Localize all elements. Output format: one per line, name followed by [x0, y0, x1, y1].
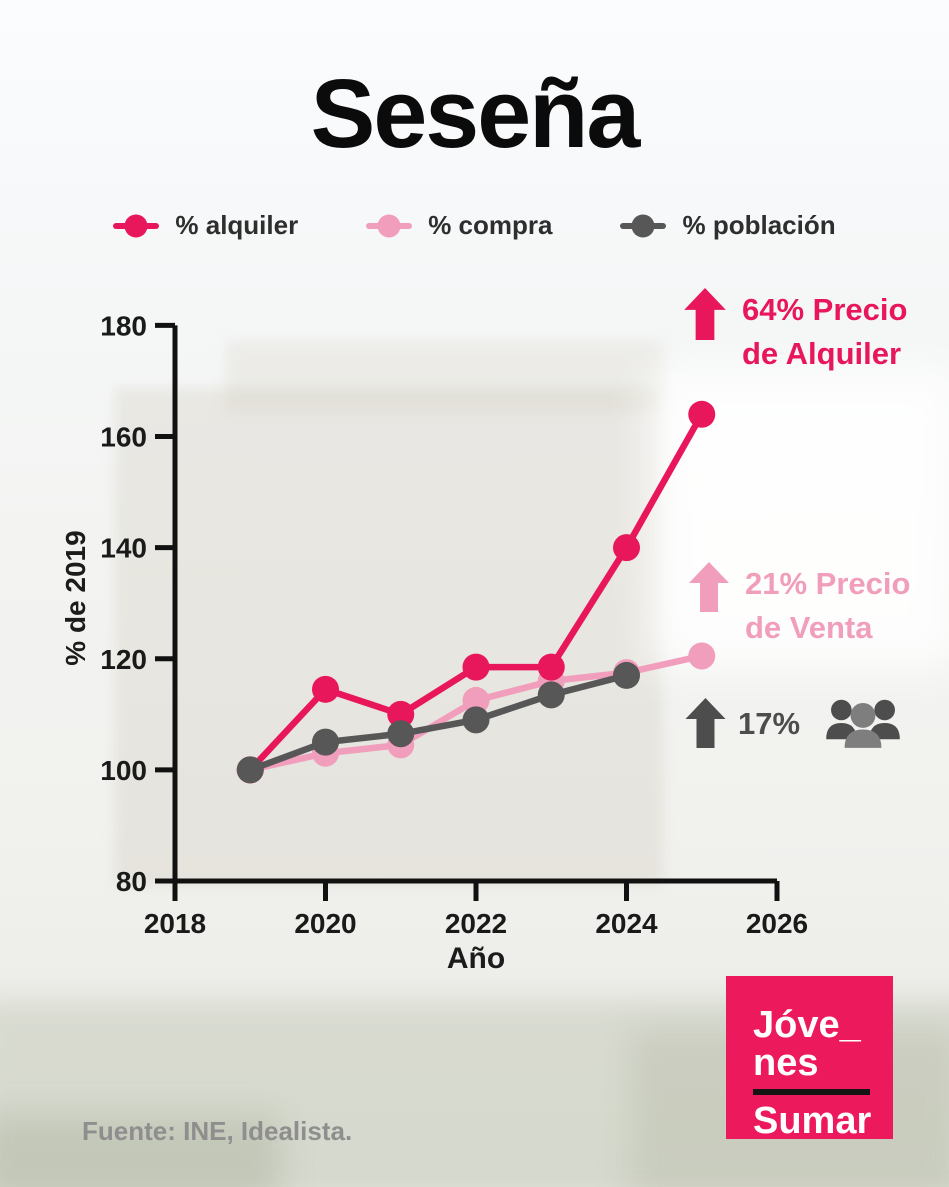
y-axis-label: % de 2019 [60, 530, 91, 666]
annotation-venta-line2: de Venta [745, 610, 873, 646]
annotation-alquiler-line1: 64% Precio [742, 292, 908, 327]
svg-text:2026: 2026 [746, 908, 808, 939]
annotation-poblacion-value: 17% [738, 705, 801, 741]
svg-text:2024: 2024 [595, 908, 658, 939]
legend-item-poblacion: % población [620, 210, 836, 241]
svg-text:180: 180 [100, 310, 147, 341]
legend-marker-compra [366, 214, 413, 238]
svg-text:100: 100 [100, 755, 147, 786]
legend-item-compra: % compra [366, 210, 552, 241]
logo-line2: nes [753, 1042, 819, 1084]
svg-text:2020: 2020 [294, 908, 356, 939]
logo-line1: Jóve_ [753, 1004, 861, 1046]
up-arrow-icon [685, 698, 726, 748]
legend-label-compra: % compra [428, 210, 553, 240]
legend-label-alquiler: % alquiler [175, 210, 299, 240]
chart-legend: % alquiler % compra % población [0, 210, 949, 241]
annotation-alquiler-line2: de Alquiler [742, 336, 902, 372]
svg-text:120: 120 [100, 644, 147, 675]
up-arrow-icon [689, 562, 729, 612]
annotation-alquiler: 64% Precio de Alquiler [683, 288, 907, 376]
legend-label-poblacion: % población [682, 210, 836, 240]
annotation-venta: 21% Precio de Venta [688, 562, 910, 650]
logo-divider [753, 1089, 870, 1095]
svg-text:2022: 2022 [445, 908, 507, 939]
svg-text:140: 140 [100, 533, 147, 564]
annotation-poblacion: 17% [685, 695, 902, 751]
jovenes-sumar-logo: Jóve_ nes Sumar [726, 976, 893, 1142]
people-icon [826, 699, 900, 748]
legend-item-alquiler: % alquiler [113, 210, 298, 241]
svg-text:160: 160 [100, 422, 147, 453]
source-text: Fuente: INE, Idealista. [82, 1116, 353, 1146]
legend-marker-poblacion [620, 214, 667, 238]
legend-marker-alquiler [113, 214, 160, 238]
page-title: Seseña [310, 59, 641, 168]
svg-text:2018: 2018 [144, 908, 206, 939]
logo-line3: Sumar [753, 1100, 872, 1142]
up-arrow-icon [684, 288, 726, 340]
svg-text:80: 80 [116, 866, 147, 897]
x-axis-label: Año [446, 942, 506, 975]
annotation-venta-line1: 21% Precio [745, 566, 911, 601]
